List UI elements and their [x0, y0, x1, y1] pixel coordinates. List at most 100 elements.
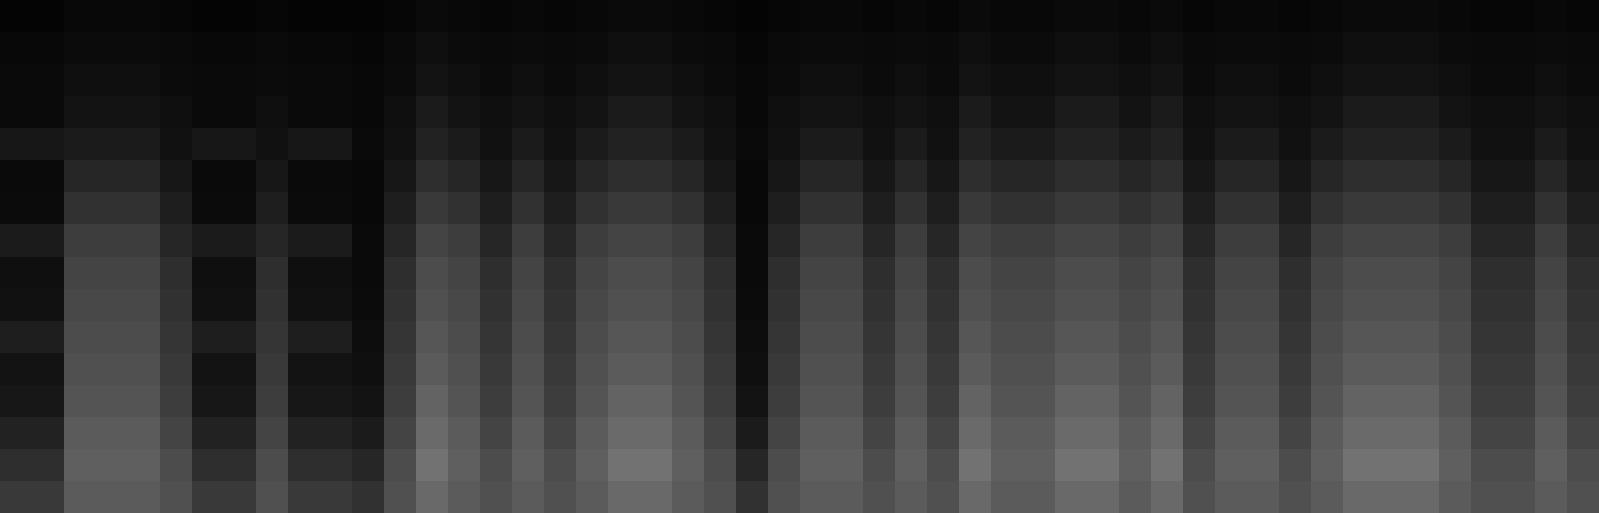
cell	[1439, 417, 1471, 450]
cell	[1055, 160, 1087, 193]
cell	[96, 160, 128, 193]
cell	[192, 417, 224, 450]
cell	[608, 32, 640, 65]
cell	[1247, 64, 1279, 97]
cell	[1087, 160, 1119, 193]
cell	[672, 192, 704, 225]
cell	[959, 128, 991, 161]
cell	[288, 32, 320, 65]
cell	[256, 32, 288, 65]
cell	[1343, 321, 1375, 354]
cell	[736, 257, 768, 290]
cell	[1023, 257, 1055, 290]
cell	[128, 192, 160, 225]
cell	[1247, 289, 1279, 322]
cell	[64, 449, 96, 482]
cell	[1343, 257, 1375, 290]
cell	[1023, 289, 1055, 322]
cell	[224, 32, 256, 65]
cell	[991, 385, 1023, 418]
cell	[352, 353, 384, 386]
cell	[1055, 96, 1087, 129]
cell	[895, 224, 927, 257]
cell	[831, 385, 863, 418]
cell	[1055, 481, 1087, 513]
cell	[320, 257, 352, 290]
cell	[416, 289, 448, 322]
cell	[1279, 417, 1311, 450]
cell	[736, 224, 768, 257]
cell	[64, 96, 96, 129]
cell	[672, 64, 704, 97]
cell	[576, 128, 608, 161]
cell	[1375, 353, 1407, 386]
cell	[1407, 96, 1439, 129]
cell	[800, 32, 832, 65]
cell	[1343, 353, 1375, 386]
cell	[608, 481, 640, 513]
cell	[160, 160, 192, 193]
cell	[1343, 385, 1375, 418]
cell	[352, 481, 384, 513]
cell	[1439, 321, 1471, 354]
cell	[959, 481, 991, 513]
cell	[256, 385, 288, 418]
cell	[704, 353, 736, 386]
cell	[320, 481, 352, 513]
cell	[160, 32, 192, 65]
cell	[1311, 449, 1343, 482]
cell	[672, 417, 704, 450]
cell	[544, 32, 576, 65]
cell	[1215, 385, 1247, 418]
cell	[1183, 128, 1215, 161]
cell	[192, 64, 224, 97]
cell	[0, 353, 32, 386]
cell	[320, 160, 352, 193]
cell	[544, 385, 576, 418]
cell	[1119, 224, 1151, 257]
cell	[1215, 0, 1247, 33]
cell	[0, 32, 32, 65]
cell	[959, 0, 991, 33]
cell	[480, 0, 512, 33]
cell	[128, 321, 160, 354]
cell	[544, 289, 576, 322]
cell	[863, 353, 895, 386]
cell	[1503, 224, 1535, 257]
cell	[64, 192, 96, 225]
cell	[224, 160, 256, 193]
cell	[640, 64, 672, 97]
cell	[32, 385, 64, 418]
cell	[416, 257, 448, 290]
cell	[0, 96, 32, 129]
cell	[128, 257, 160, 290]
cell	[1311, 481, 1343, 513]
cell	[512, 289, 544, 322]
cell	[895, 257, 927, 290]
cell	[64, 289, 96, 322]
cell	[1503, 385, 1535, 418]
cell	[384, 160, 416, 193]
cell	[672, 0, 704, 33]
cell	[256, 321, 288, 354]
cell	[352, 321, 384, 354]
cell	[704, 385, 736, 418]
cell	[1343, 128, 1375, 161]
cell	[1535, 385, 1567, 418]
cell	[480, 353, 512, 386]
cell	[704, 96, 736, 129]
cell	[512, 128, 544, 161]
cell	[416, 417, 448, 450]
cell	[1151, 417, 1183, 450]
cell	[480, 321, 512, 354]
cell	[1023, 192, 1055, 225]
cell	[1311, 64, 1343, 97]
cell	[736, 32, 768, 65]
cell	[416, 160, 448, 193]
cell	[1471, 385, 1503, 418]
cell	[1471, 321, 1503, 354]
cell	[96, 192, 128, 225]
cell	[1375, 257, 1407, 290]
cell	[959, 96, 991, 129]
cell	[1087, 128, 1119, 161]
